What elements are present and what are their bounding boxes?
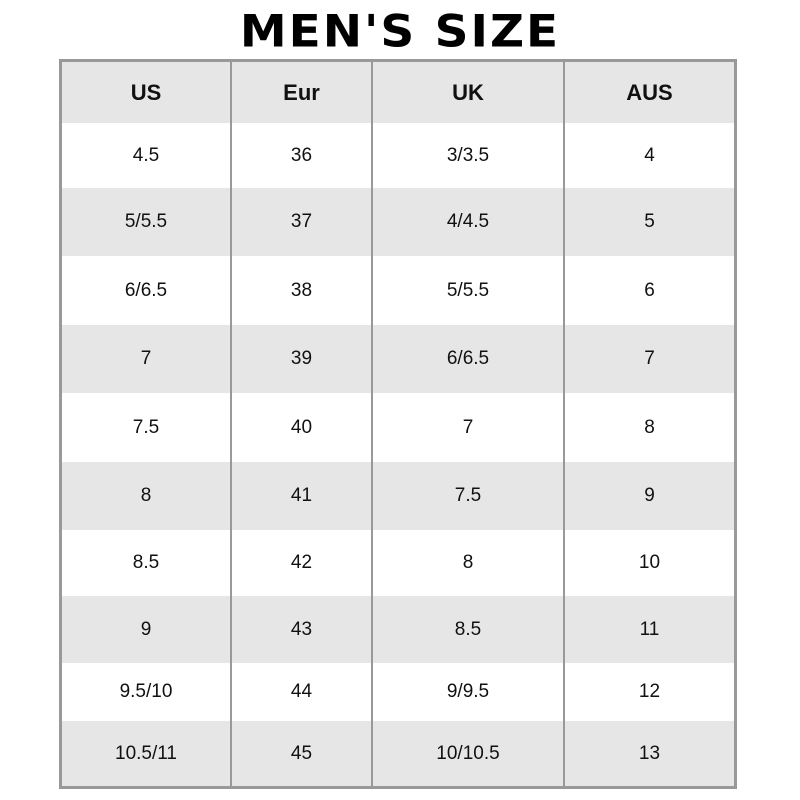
table-cell: 6 [644, 279, 655, 301]
table-row: 9.5/10 44 9/9.5 12 [62, 663, 734, 721]
column-divider [230, 62, 232, 786]
table-cell: 4.5 [132, 144, 160, 166]
table-row: 4.5 36 3/3.5 4 [62, 123, 734, 188]
table-cell: 44 [290, 681, 313, 702]
table-cell: 7.5 [132, 416, 160, 438]
table-cell: 41 [290, 485, 313, 506]
table-cell: 8.5 [454, 618, 482, 640]
table-cell: 8.5 [132, 552, 160, 573]
table-cell: 10 [638, 552, 661, 573]
table-cell: 9 [644, 485, 655, 506]
header-cell: UK [452, 79, 484, 105]
table-cell: 8 [644, 416, 655, 438]
table-cell: 6/6.5 [124, 279, 168, 301]
table-cell: 12 [638, 681, 661, 702]
table-cell: 9.5/10 [119, 681, 173, 702]
table-cell: 3/3.5 [446, 144, 490, 166]
table-row: 7.5 40 7 8 [62, 393, 734, 462]
table-cell: 7 [462, 416, 474, 438]
table-row: 8.5 42 8 10 [62, 530, 734, 596]
table-cell: 38 [290, 279, 313, 301]
table-cell: 4 [644, 144, 655, 166]
column-divider [371, 62, 373, 786]
table-cell: 13 [638, 742, 661, 764]
header-cell: AUS [626, 79, 673, 105]
table-cell: 43 [290, 618, 313, 640]
table-row: 8 41 7.5 9 [62, 462, 734, 530]
table-row: 9 43 8.5 11 [62, 596, 734, 663]
size-table: US Eur UK AUS 4.5 36 3/3.5 4 5/5.5 37 4/4.5 5 6/6.5 3… [59, 59, 737, 789]
table-cell: 39 [290, 348, 313, 369]
column-divider [563, 62, 565, 786]
table-cell: 9/9.5 [446, 681, 490, 702]
table-row: 7 39 6/6.5 7 [62, 325, 734, 393]
table-cell: 7 [644, 348, 655, 369]
header-cell: Eur [283, 79, 320, 105]
table-cell: 10.5/11 [115, 742, 177, 764]
table-cell: 45 [290, 742, 313, 764]
table-cell: 6/6.5 [446, 348, 490, 369]
page-title: MEN'S SIZE [239, 5, 561, 58]
table-cell: 5/5.5 [124, 211, 168, 232]
table-cell: 5 [644, 211, 655, 232]
table-cell: 7.5 [454, 485, 482, 506]
table-cell: 10/10.5 [436, 742, 500, 764]
table-cell: 37 [290, 211, 313, 232]
table-cell: 36 [290, 144, 313, 166]
table-cell: 4/4.5 [446, 211, 490, 232]
table-cell: 8 [140, 485, 152, 506]
table-row: 6/6.5 38 5/5.5 6 [62, 256, 734, 325]
header-row: US Eur UK AUS [62, 62, 734, 123]
table-cell: 11 [639, 618, 660, 640]
table-cell: 8 [462, 552, 474, 573]
table-row: 5/5.5 37 4/4.5 5 [62, 188, 734, 256]
header-cell: US [130, 79, 162, 105]
table-cell: 7 [140, 348, 152, 369]
table-cell: 40 [290, 416, 313, 438]
table-cell: 9 [140, 618, 152, 640]
table-row: 10.5/11 45 10/10.5 13 [62, 721, 734, 786]
table-cell: 42 [290, 552, 313, 573]
table-cell: 5/5.5 [446, 279, 490, 301]
